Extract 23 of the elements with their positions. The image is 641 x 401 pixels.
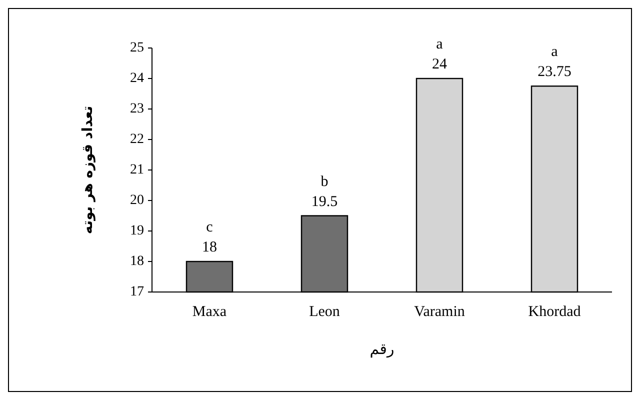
annotation: a xyxy=(436,36,444,52)
data-label: 24 xyxy=(432,56,448,72)
x-tick-label: Khordad xyxy=(528,304,582,320)
y-tick-label: 22 xyxy=(130,132,144,147)
y-axis-title: تعداد قوزه هر بوته xyxy=(80,106,96,234)
y-tick-label: 23 xyxy=(130,102,144,116)
x-tick-label: Leon xyxy=(309,304,340,320)
annotation: c xyxy=(206,220,214,236)
annotation: b xyxy=(320,174,328,190)
y-tick-label: 17 xyxy=(130,284,144,300)
x-tick-label: Maxa xyxy=(192,304,227,320)
data-label: 19.5 xyxy=(311,194,338,210)
y-tick-label: 18 xyxy=(130,254,144,269)
y-tick-label: 20 xyxy=(130,193,144,208)
y-tick-label: 19 xyxy=(130,224,144,238)
y-tick-label: 21 xyxy=(130,162,144,178)
data-label: 18 xyxy=(202,240,217,256)
x-axis-title: رقم xyxy=(370,340,394,358)
y-tick-label: 24 xyxy=(130,71,144,86)
x-tick-label: Varamin xyxy=(414,304,466,320)
y-tick-label: 25 xyxy=(130,40,144,56)
data-label: 23.75 xyxy=(538,64,572,80)
annotation: a xyxy=(551,44,558,60)
